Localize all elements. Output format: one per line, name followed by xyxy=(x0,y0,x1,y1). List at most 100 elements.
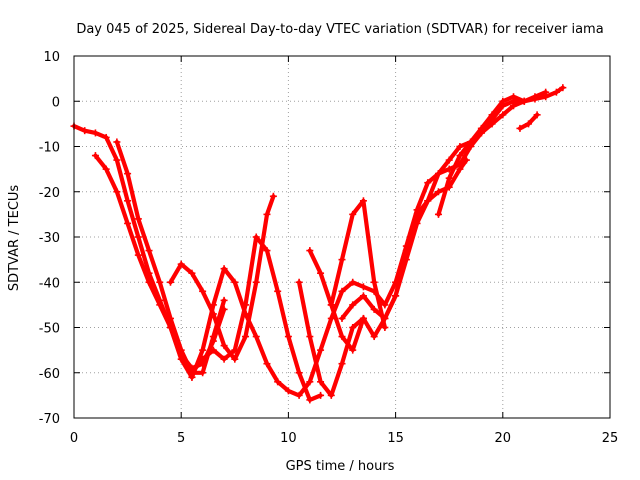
x-tick-label: 20 xyxy=(495,431,512,446)
data-point xyxy=(338,360,346,368)
data-point xyxy=(370,305,378,313)
y-tick-label: -20 xyxy=(39,186,60,201)
data-point xyxy=(338,314,346,322)
data-point xyxy=(349,210,357,218)
data-point xyxy=(359,197,367,205)
series-line-track-8 xyxy=(307,248,366,353)
data-point xyxy=(124,170,132,178)
data-point xyxy=(231,346,239,354)
data-point xyxy=(359,292,367,300)
data-point xyxy=(317,346,325,354)
data-point xyxy=(499,97,507,105)
data-point xyxy=(177,346,185,354)
y-tick-label: 0 xyxy=(52,95,60,110)
data-point xyxy=(220,296,228,304)
data-point xyxy=(263,360,271,368)
data-point xyxy=(156,278,164,286)
data-point xyxy=(370,333,378,341)
data-point xyxy=(338,287,346,295)
data-point xyxy=(327,314,335,322)
data-point xyxy=(166,314,174,322)
y-tick-label: -60 xyxy=(39,367,60,382)
data-point xyxy=(220,355,228,363)
data-point xyxy=(477,129,485,137)
data-point xyxy=(91,152,99,160)
data-point xyxy=(199,346,207,354)
y-tick-label: -50 xyxy=(39,322,60,337)
y-tick-label: -40 xyxy=(39,276,60,291)
data-point xyxy=(156,301,164,309)
data-point xyxy=(552,88,560,96)
data-point xyxy=(359,314,367,322)
data-point xyxy=(252,333,260,341)
data-point xyxy=(113,188,121,196)
data-point xyxy=(462,156,470,164)
data-point xyxy=(434,170,442,178)
data-point xyxy=(542,88,550,96)
data-point xyxy=(510,102,518,110)
tick-labels: 0 5 10 15 20 25 10 0 -10 -20 -30 -40 -50 -60 -70 xyxy=(39,50,619,446)
data-point xyxy=(456,152,464,160)
data-point xyxy=(349,301,357,309)
series-line-track-4 xyxy=(114,139,227,375)
data-point xyxy=(274,287,282,295)
data-point xyxy=(113,138,121,146)
data-point xyxy=(413,219,421,227)
data-point xyxy=(317,378,325,386)
data-point xyxy=(445,156,453,164)
data-point xyxy=(370,278,378,286)
data-point xyxy=(113,156,121,164)
data-point xyxy=(134,251,142,259)
data-point xyxy=(467,138,475,146)
data-point xyxy=(295,278,303,286)
y-tick-label: -70 xyxy=(39,412,60,427)
data-point xyxy=(424,197,432,205)
chart-title: Day 045 of 2025, Sidereal Day-to-day VTE… xyxy=(76,22,603,37)
data-point xyxy=(252,233,260,241)
data-point xyxy=(124,219,132,227)
data-point xyxy=(242,301,250,309)
data-point xyxy=(349,324,357,331)
data-point xyxy=(220,265,228,273)
data-point xyxy=(274,378,282,386)
data-point xyxy=(349,346,357,354)
data-point xyxy=(166,278,174,286)
data-point xyxy=(488,111,496,119)
data-series xyxy=(70,84,567,404)
data-point xyxy=(263,247,271,255)
y-tick-label: 10 xyxy=(43,50,60,65)
x-tick-label: 25 xyxy=(602,431,619,446)
data-point xyxy=(177,260,185,268)
data-point xyxy=(295,369,303,377)
data-point xyxy=(91,129,99,137)
data-point xyxy=(102,133,110,141)
data-point xyxy=(263,210,271,218)
data-point xyxy=(124,197,132,205)
x-tick-label: 10 xyxy=(280,431,297,446)
data-point xyxy=(381,301,389,309)
data-point xyxy=(284,333,292,341)
data-point xyxy=(134,233,142,241)
data-point xyxy=(317,269,325,277)
data-point xyxy=(533,111,541,119)
data-point xyxy=(306,333,314,341)
data-point xyxy=(284,387,292,395)
axis-ticks xyxy=(73,55,611,419)
data-point xyxy=(306,247,314,255)
data-point xyxy=(209,346,217,354)
data-point xyxy=(434,210,442,218)
data-point xyxy=(402,256,410,264)
data-point xyxy=(188,369,196,377)
data-point xyxy=(338,333,346,341)
data-point xyxy=(359,283,367,291)
data-point xyxy=(559,84,567,92)
data-point xyxy=(306,378,314,386)
data-point xyxy=(445,174,453,182)
data-point xyxy=(81,127,89,135)
series-line-track-2 xyxy=(189,85,565,398)
data-point xyxy=(499,111,507,119)
x-tick-label: 15 xyxy=(387,431,404,446)
data-point xyxy=(145,247,153,255)
data-point xyxy=(434,188,442,196)
